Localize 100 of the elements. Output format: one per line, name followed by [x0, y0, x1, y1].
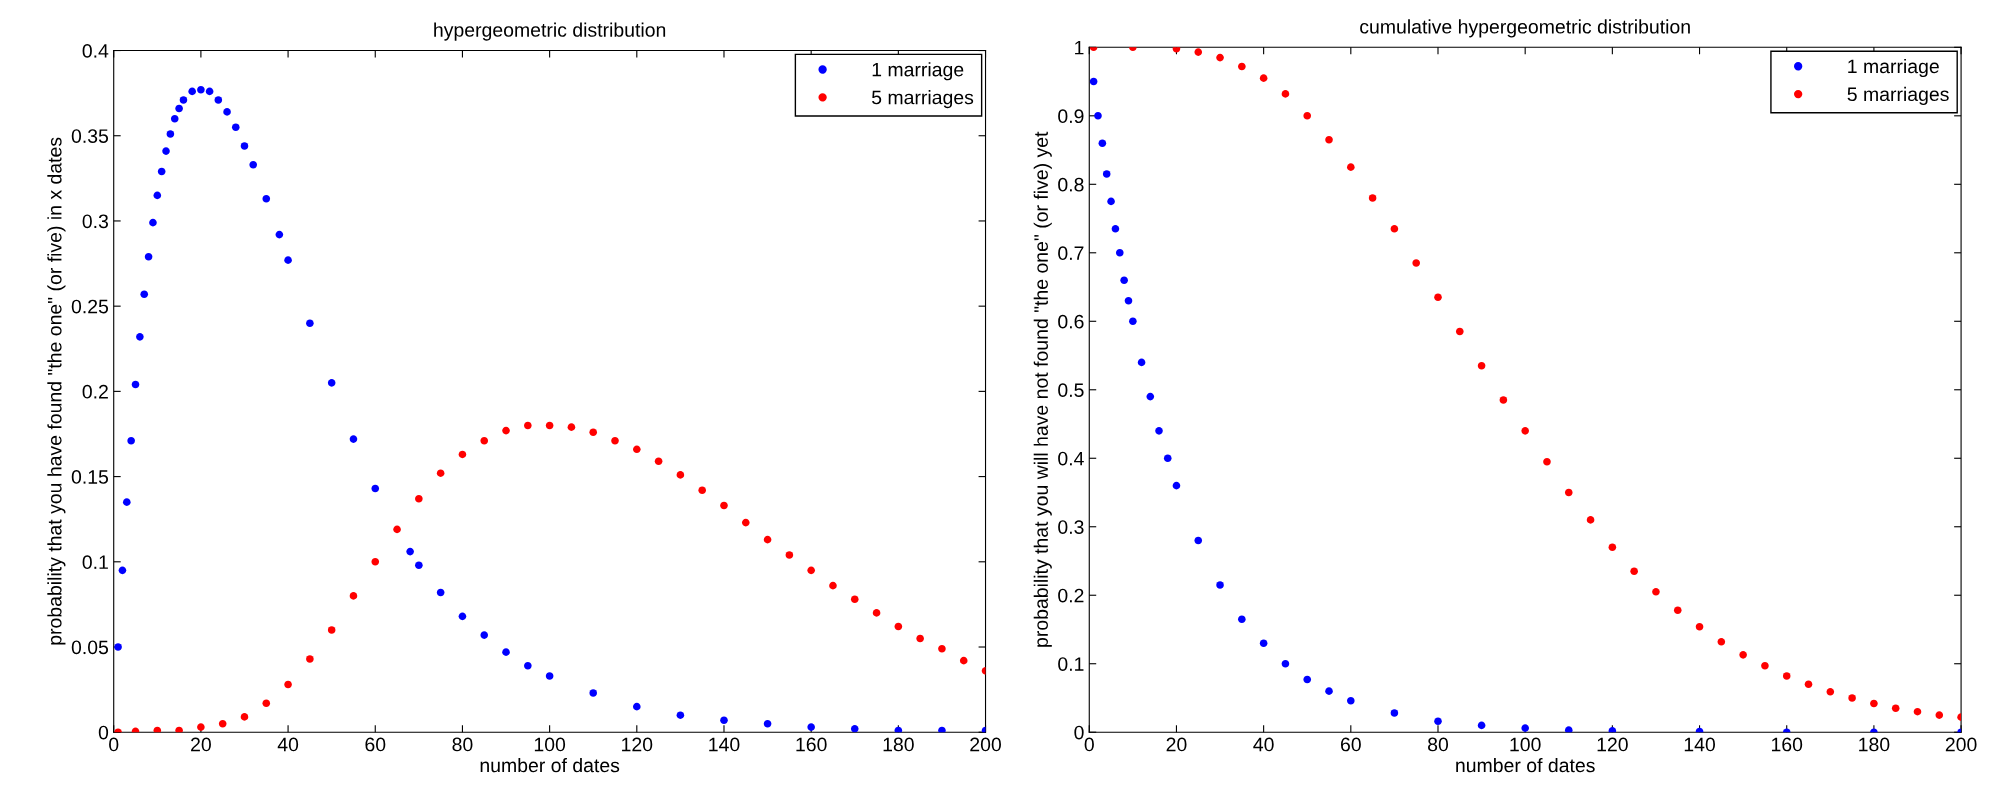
legend-label: 1 marriage	[872, 62, 964, 81]
chart-title: hypergeometric distribution	[434, 22, 666, 41]
x-tick-label: 20	[191, 737, 211, 752]
x-tick-label: 0	[1084, 737, 1094, 752]
x-tick-label: 60	[365, 737, 386, 752]
point	[1564, 488, 1573, 497]
point	[524, 661, 532, 670]
point	[436, 588, 445, 597]
point	[214, 96, 223, 104]
point	[1673, 606, 1682, 615]
point	[162, 147, 170, 155]
point	[1216, 53, 1224, 62]
point	[1129, 317, 1137, 326]
point	[223, 108, 231, 116]
point	[1477, 721, 1486, 730]
point	[1848, 694, 1856, 702]
point	[262, 194, 271, 203]
x-tick-label: 80	[452, 737, 473, 752]
y-tick-label: 0.7	[1058, 246, 1084, 261]
point	[1194, 536, 1203, 545]
point	[458, 612, 467, 621]
point	[1564, 726, 1573, 733]
y-axis-title: probability that you will have not found "the one" (or five) yet	[1033, 131, 1052, 647]
x-tick-label: 180	[883, 737, 914, 752]
point	[284, 680, 292, 689]
chart-title: cumulative hypergeometric distribution	[1360, 19, 1690, 38]
x-axis-title: number of dates	[480, 757, 620, 773]
point	[763, 719, 772, 728]
point	[1303, 112, 1312, 120]
point	[1695, 622, 1704, 631]
point	[153, 726, 162, 733]
point	[179, 96, 188, 104]
point	[175, 104, 183, 113]
point	[127, 436, 135, 445]
point	[872, 609, 881, 617]
y-tick-label: 0.4	[82, 43, 109, 58]
point	[1499, 396, 1508, 404]
point	[157, 167, 166, 176]
point	[218, 719, 227, 728]
y-tick-label: 0.9	[1058, 109, 1084, 124]
point	[1412, 259, 1420, 267]
point	[349, 435, 358, 443]
y-axis-title: probability that you have found "the one" (or five) in x dates	[47, 137, 66, 645]
point	[676, 711, 685, 719]
point	[894, 622, 903, 631]
point	[1102, 170, 1111, 178]
x-axis-title: number of dates	[1456, 757, 1595, 773]
point	[284, 256, 292, 264]
point	[1543, 457, 1551, 466]
y-tick-label: 0.25	[71, 299, 109, 314]
point	[1098, 139, 1107, 148]
point	[1107, 197, 1115, 206]
point	[1194, 48, 1203, 56]
point	[589, 428, 598, 437]
point	[122, 498, 131, 506]
point	[458, 450, 467, 459]
y-tick-label: 0.15	[71, 470, 109, 484]
point	[1630, 567, 1638, 576]
y-tick-label: 0	[1074, 725, 1084, 740]
point	[371, 558, 380, 566]
y-tick-label: 0.2	[82, 384, 108, 399]
point	[166, 130, 175, 138]
point	[415, 561, 423, 570]
point	[916, 634, 924, 643]
point	[698, 486, 706, 495]
point	[1739, 651, 1747, 659]
point	[1303, 675, 1312, 684]
point	[1390, 709, 1399, 717]
point	[611, 436, 619, 445]
point	[589, 689, 598, 697]
point	[807, 566, 815, 575]
point	[1281, 90, 1290, 98]
x-tick-label: 60	[1340, 737, 1361, 752]
point	[1608, 543, 1617, 552]
x-tick-label: 140	[1684, 737, 1715, 752]
point	[1259, 639, 1268, 647]
point	[415, 494, 423, 503]
y-tick-label: 0.3	[1058, 520, 1084, 534]
x-tick-label: 40	[277, 737, 299, 752]
x-tick-label: 100	[534, 737, 566, 752]
point	[1586, 516, 1595, 524]
point	[1913, 707, 1922, 716]
point	[480, 436, 489, 445]
point	[170, 114, 179, 123]
x-tick-label: 160	[796, 737, 827, 752]
point	[327, 379, 336, 387]
point	[327, 626, 336, 634]
point	[306, 319, 314, 328]
point	[1238, 615, 1246, 624]
point	[1325, 135, 1333, 144]
x-tick-label: 40	[1253, 737, 1274, 752]
point	[1477, 362, 1486, 370]
point	[1120, 276, 1128, 284]
point	[1390, 225, 1399, 233]
point	[1826, 688, 1835, 696]
point	[959, 656, 968, 665]
point	[1111, 225, 1120, 233]
point	[1935, 711, 1944, 719]
point	[436, 469, 445, 477]
point	[1146, 392, 1155, 401]
